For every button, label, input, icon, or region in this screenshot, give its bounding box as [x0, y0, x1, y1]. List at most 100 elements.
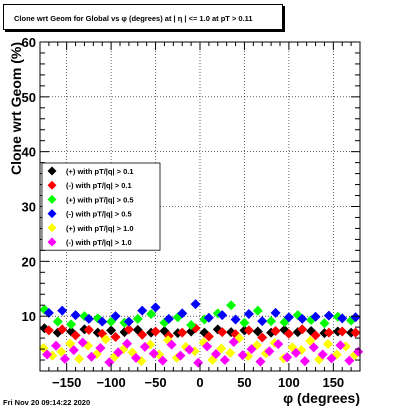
data-point-series-6	[42, 349, 53, 360]
data-point-series-2	[310, 330, 321, 341]
y-axis-title: Clone wrt Geom (%)	[8, 42, 24, 175]
y-tick-label: 30	[22, 200, 36, 215]
data-point-series-2	[43, 325, 54, 336]
data-point-series-6	[113, 347, 124, 358]
data-point-series-6	[317, 349, 328, 360]
data-point-series-2	[203, 331, 214, 342]
data-point-series-6	[228, 336, 239, 347]
data-point-series-4	[97, 316, 108, 327]
data-point-series-4	[337, 313, 348, 324]
data-point-series-2	[123, 324, 134, 335]
x-axis-title: φ (degrees)	[283, 390, 360, 406]
data-point-series-6	[291, 347, 301, 358]
data-point-series-6	[335, 340, 346, 351]
data-point-series-4	[150, 302, 161, 313]
data-point-series-4	[177, 308, 188, 319]
data-point-series-4	[217, 310, 228, 321]
data-points	[38, 299, 364, 368]
data-point-series-4	[110, 311, 121, 322]
data-point-series-2	[70, 330, 81, 341]
data-point-series-5	[323, 339, 333, 350]
data-point-series-6	[326, 353, 337, 364]
data-point-series-4	[70, 310, 81, 321]
data-point-series-4	[323, 310, 334, 321]
data-point-series-6	[308, 342, 319, 353]
data-point-series-6	[282, 352, 293, 363]
data-point-series-4	[257, 316, 268, 327]
y-tick-label: 10	[22, 309, 36, 324]
data-point-series-6	[344, 355, 355, 366]
data-point-series-6	[166, 339, 177, 350]
data-point-series-2	[283, 328, 294, 339]
data-point-series-5	[38, 342, 49, 353]
data-point-series-5	[56, 346, 67, 357]
data-point-series-3	[252, 305, 263, 316]
data-point-series-3	[52, 316, 63, 327]
x-tick-label: 100	[278, 375, 300, 390]
x-tick-label: 50	[237, 375, 251, 390]
data-point-series-6	[219, 355, 230, 366]
legend-marker	[47, 166, 57, 176]
legend-box	[41, 162, 161, 251]
data-point-series-2	[270, 325, 281, 336]
data-point-series-2	[323, 327, 334, 338]
data-point-series-6	[237, 350, 248, 361]
data-point-series-5	[225, 347, 236, 358]
data-point-series-6	[202, 341, 213, 352]
data-point-series-2	[177, 327, 188, 338]
data-point-series-2	[83, 324, 94, 335]
legend-marker	[47, 194, 57, 204]
data-point-series-4	[203, 312, 214, 323]
data-point-series-6	[193, 357, 204, 368]
legend-marker	[47, 180, 57, 190]
legend-label: (+) with pT/|q| > 0.1	[66, 167, 134, 176]
y-tick-label: 60	[22, 35, 36, 50]
data-point-series-2	[217, 327, 228, 338]
x-tick-label: 150	[322, 375, 344, 390]
data-point-series-6	[211, 349, 221, 360]
data-point-series-6	[104, 357, 115, 368]
data-point-series-5	[216, 343, 227, 354]
data-point-series-4	[310, 311, 321, 322]
data-point-series-2	[110, 332, 121, 343]
data-point-series-4	[230, 314, 241, 325]
data-point-series-6	[59, 353, 70, 364]
data-point-series-4	[283, 312, 294, 323]
legend-label: (-) with pT/|q| > 0.1	[66, 181, 132, 190]
data-point-series-4	[190, 299, 201, 310]
data-point-series-3	[319, 318, 330, 329]
y-tick-label: 40	[22, 145, 36, 160]
data-point-series-6	[86, 351, 97, 362]
chart-title: Clone wrt Geom for Global vs φ (degrees)…	[14, 14, 253, 23]
data-point-series-4	[243, 308, 254, 319]
y-tick-label: 20	[22, 254, 36, 269]
data-point-series-6	[139, 341, 150, 352]
data-point-series-6	[246, 344, 257, 355]
data-point-series-5	[74, 353, 85, 364]
data-point-series-3	[226, 300, 237, 311]
data-point-series-2	[150, 326, 161, 337]
legend-marker	[47, 237, 57, 247]
legend-label: (-) with pT/|q| > 1.0	[66, 238, 132, 247]
data-point-series-4	[137, 305, 148, 316]
data-point-series-6	[68, 345, 79, 356]
data-point-series-1	[252, 326, 263, 337]
data-point-series-6	[255, 356, 266, 367]
data-point-series-3	[266, 316, 277, 327]
data-point-series-4	[163, 313, 174, 324]
legend-label: (-) with pT/|q| > 0.5	[66, 210, 132, 219]
x-tick-label: −150	[52, 375, 81, 390]
data-point-series-2	[297, 324, 308, 335]
data-point-series-5	[100, 334, 111, 345]
data-point-series-6	[299, 356, 310, 367]
data-point-series-3	[132, 313, 143, 324]
data-point-series-6	[184, 344, 195, 355]
legend-label: (+) with pT/|q| > 0.5	[66, 195, 134, 204]
legend: (+) with pT/|q| > 0.1 (-) with pT/|q| > 0…	[41, 162, 161, 251]
x-tick-label: 0	[196, 375, 203, 390]
data-point-series-6	[264, 346, 275, 357]
data-point-series-2	[350, 327, 361, 338]
data-point-series-1	[106, 325, 117, 336]
legend-label: (+) with pT/|q| > 1.0	[66, 224, 134, 233]
data-point-series-6	[77, 337, 88, 348]
